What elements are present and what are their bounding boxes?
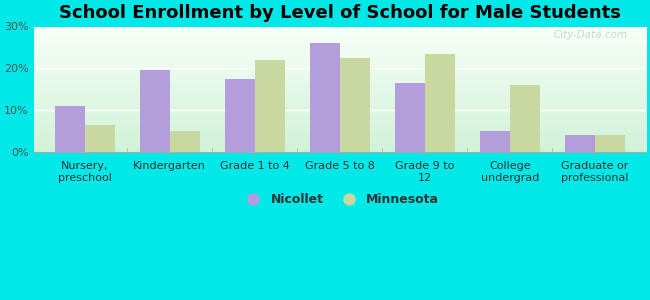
- Bar: [425, 54, 454, 152]
- Bar: [55, 106, 84, 152]
- Bar: [395, 83, 425, 152]
- Bar: [480, 131, 510, 152]
- Bar: [84, 125, 114, 152]
- Bar: [310, 43, 340, 152]
- Bar: [565, 135, 595, 152]
- Bar: [140, 70, 170, 152]
- Bar: [225, 79, 255, 152]
- Bar: [510, 85, 540, 152]
- Bar: [340, 58, 370, 152]
- Bar: [255, 60, 285, 152]
- Legend: Nicollet, Minnesota: Nicollet, Minnesota: [235, 188, 444, 211]
- Title: School Enrollment by Level of School for Male Students: School Enrollment by Level of School for…: [59, 4, 621, 22]
- Bar: [170, 131, 200, 152]
- Bar: [595, 135, 625, 152]
- Text: City-Data.com: City-Data.com: [553, 30, 627, 40]
